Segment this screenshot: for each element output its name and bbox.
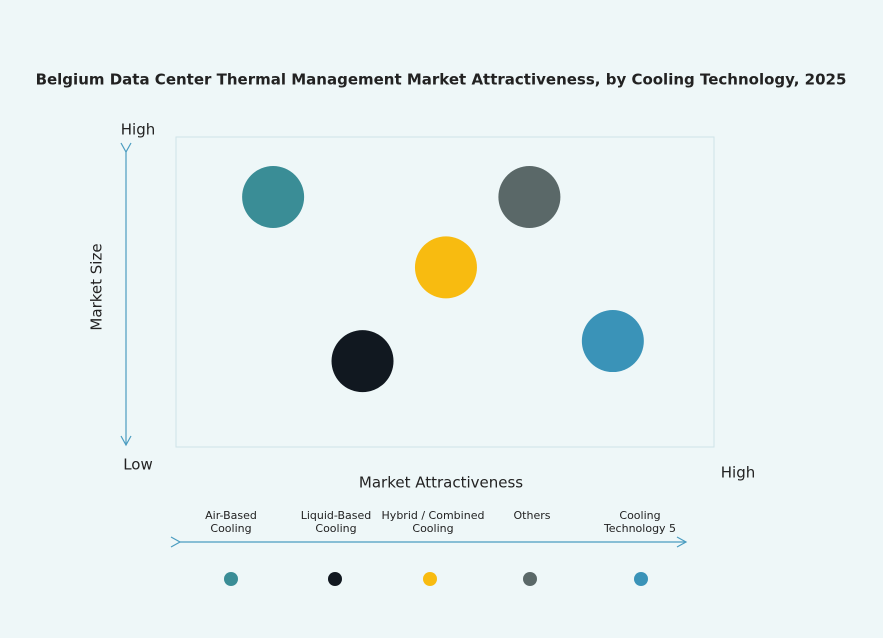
y-axis-title: Market Size <box>88 243 106 330</box>
legend-label: Others <box>513 509 551 522</box>
x-axis-title: Market Attractiveness <box>359 474 523 492</box>
legend-swatch <box>523 572 537 586</box>
bubble <box>581 310 644 373</box>
y-tick-label: High <box>121 121 155 139</box>
bubble <box>498 166 561 228</box>
chart-title: Belgium Data Center Thermal Management M… <box>36 71 847 89</box>
legend-label: Hybrid / Combined Cooling <box>381 509 485 535</box>
legend-swatch <box>423 572 437 586</box>
legend-label: Liquid-Based Cooling <box>300 509 372 535</box>
bubble <box>414 236 477 299</box>
bubble <box>331 330 394 393</box>
y-tick-label: Low <box>123 456 153 474</box>
legend-swatch <box>634 572 648 586</box>
legend-swatch <box>328 572 342 586</box>
legend-label: Cooling Technology 5 <box>603 509 677 535</box>
x-tick-label: High <box>721 464 755 482</box>
legend-swatch <box>224 572 238 586</box>
bubble <box>242 166 305 228</box>
legend-label: Air-Based Cooling <box>205 509 257 535</box>
